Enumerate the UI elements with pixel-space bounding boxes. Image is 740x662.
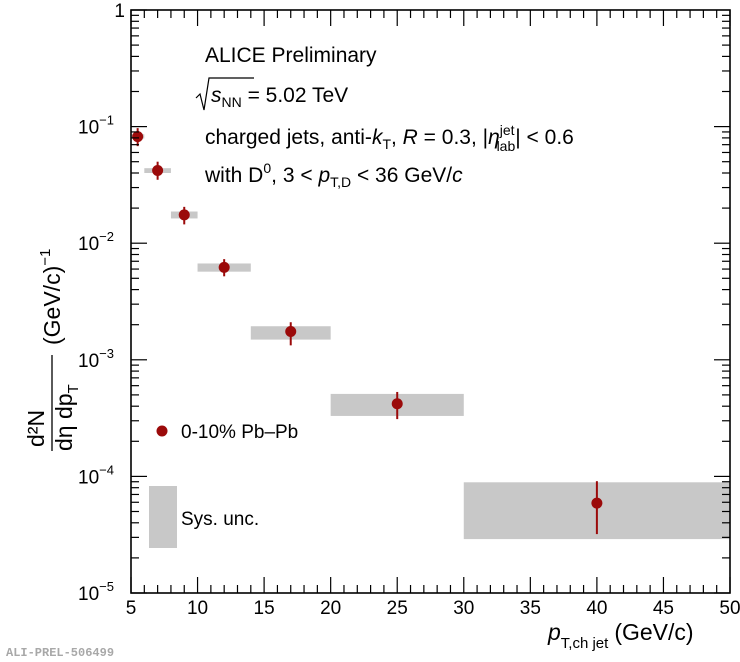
- data-point: [591, 497, 603, 509]
- y-axis-title-numerator: d²N: [23, 410, 49, 447]
- sys-uncertainty-layer: [131, 134, 730, 540]
- data-point: [132, 131, 144, 143]
- y-tick-label: 10−4: [78, 462, 114, 488]
- x-axis-title: pT,ch jet (GeV/c): [547, 619, 694, 652]
- data-point: [391, 398, 403, 410]
- annotation-alice: ALICE Preliminary: [205, 44, 377, 67]
- legend: 0-10% Pb–Pb Sys. unc.: [149, 422, 298, 548]
- legend-point-marker: [156, 425, 168, 437]
- legend-point-label: 0-10% Pb–Pb: [181, 422, 298, 443]
- x-tick-label: 50: [719, 598, 740, 619]
- legend-sys-swatch: [149, 486, 177, 548]
- stat-error-layer: [136, 128, 598, 535]
- x-tick-label: 20: [320, 598, 341, 619]
- y-tick-labels: 1 10−1 10−2 10−3 10−4 10−5: [78, 1, 125, 605]
- x-tick-label: 35: [520, 598, 541, 619]
- x-tick-label: 15: [254, 598, 275, 619]
- y-axis-title-denominator: dη dpT: [51, 384, 82, 451]
- x-tick-label: 25: [387, 598, 408, 619]
- data-point: [285, 325, 297, 337]
- y-tick-label: 10−2: [78, 229, 114, 255]
- y-axis-title-unit: (GeV/c)−1: [37, 249, 65, 345]
- y-tick-label: 10−1: [78, 113, 114, 139]
- annotation-d0: with D0, 3 < pT,D < 36 GeV/c: [204, 160, 463, 190]
- sqrt-sign: [195, 77, 254, 111]
- legend-sys-label: Sys. unc.: [181, 509, 259, 530]
- y-tick-label: 10−5: [78, 579, 114, 605]
- x-tick-label: 30: [453, 598, 474, 619]
- footer-id: ALI-PREL-506499: [6, 646, 115, 660]
- y-axis-title: d²N dη dpT (GeV/c)−1: [23, 249, 82, 451]
- x-tick-label: 5: [126, 598, 137, 619]
- data-point: [152, 165, 164, 177]
- x-tick-label: 40: [586, 598, 607, 619]
- x-tick-labels: 5 10 15 20 25 30 35 40 45 50: [126, 598, 740, 619]
- svg-text:sNN = 5.02 TeV: sNN = 5.02 TeV: [211, 84, 348, 110]
- data-point: [178, 209, 190, 221]
- y-tick-label: 10−3: [78, 346, 114, 372]
- x-tick-label: 45: [653, 598, 674, 619]
- y-tick-label: 1: [114, 1, 125, 22]
- annotation-jets: charged jets, anti-kT, R = 0.3, |ηjet lab…: [205, 122, 574, 154]
- tick-marks: [130, 9, 731, 594]
- data-point-layer: [132, 131, 603, 509]
- annotation-energy: sNN = 5.02 TeV: [195, 77, 348, 111]
- plot-frame: [130, 9, 731, 594]
- data-point: [218, 261, 230, 273]
- x-tick-label: 10: [187, 598, 208, 619]
